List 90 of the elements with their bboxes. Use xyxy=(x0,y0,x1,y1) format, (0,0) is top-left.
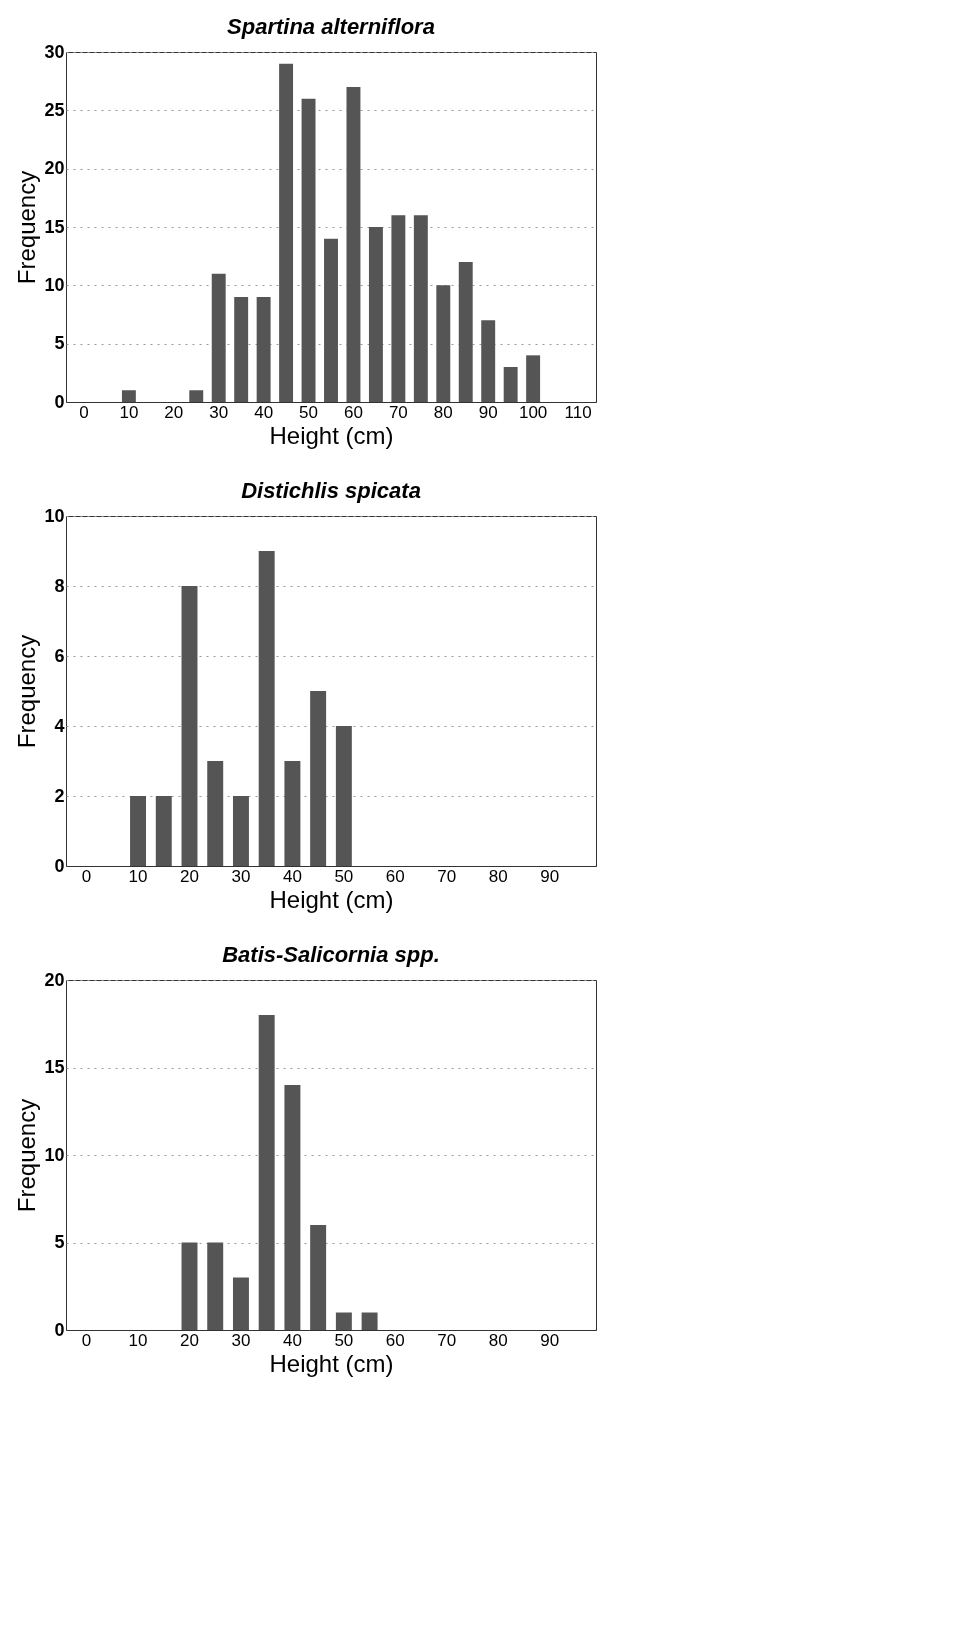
bar xyxy=(181,1242,198,1330)
bar xyxy=(258,551,275,866)
x-tick-label: 30 xyxy=(231,1330,251,1350)
chart-title: Batis-Salicornia spp. xyxy=(222,942,440,967)
bar xyxy=(346,87,361,402)
bar xyxy=(413,215,428,402)
x-tick-label: 110 xyxy=(564,402,592,422)
x-tick-label: 10 xyxy=(128,1330,148,1350)
bar xyxy=(155,796,172,866)
y-tick-label: 8 xyxy=(54,575,65,596)
bar xyxy=(301,98,316,402)
x-tick-label: 50 xyxy=(299,402,318,422)
y-tick-label: 15 xyxy=(44,1057,65,1077)
x-axis-title: Height (cm) xyxy=(269,1349,394,1377)
y-axis-title: Frequency xyxy=(13,634,41,749)
x-tick-label: 50 xyxy=(334,1330,354,1350)
y-tick-label: 6 xyxy=(54,645,65,666)
bar xyxy=(368,227,383,402)
bar xyxy=(284,761,301,866)
bar xyxy=(256,297,271,402)
bar xyxy=(207,761,224,866)
y-tick-label: 25 xyxy=(44,99,65,120)
x-tick-label: 20 xyxy=(180,866,199,886)
bar xyxy=(284,1085,301,1330)
chart-title: Distichlis spicata xyxy=(241,478,421,503)
bar xyxy=(258,1015,275,1330)
y-tick-label: 5 xyxy=(54,1232,65,1252)
x-tick-label: 40 xyxy=(254,402,274,422)
bar xyxy=(232,796,249,866)
y-tick-label: 10 xyxy=(44,1144,65,1165)
bar xyxy=(232,1277,249,1330)
x-tick-label: 30 xyxy=(209,402,229,422)
y-axis-title: Frequency xyxy=(13,170,41,285)
y-tick-label: 10 xyxy=(44,505,65,526)
x-tick-label: 20 xyxy=(164,402,184,422)
bar xyxy=(234,297,249,402)
x-tick-label: 0 xyxy=(81,1330,92,1350)
x-tick-label: 80 xyxy=(433,402,453,422)
x-tick-label: 60 xyxy=(385,1330,405,1350)
bar xyxy=(310,691,327,866)
bar xyxy=(207,1242,224,1330)
x-tick-label: 0 xyxy=(79,402,89,422)
x-tick-label: 90 xyxy=(540,866,560,886)
y-tick-label: 4 xyxy=(54,715,65,736)
bar xyxy=(436,285,451,402)
x-tick-label: 70 xyxy=(388,402,408,422)
bar xyxy=(279,63,294,402)
x-tick-label: 10 xyxy=(128,866,148,886)
x-tick-label: 60 xyxy=(385,866,405,886)
y-tick-label: 15 xyxy=(44,216,65,237)
x-tick-label: 70 xyxy=(437,1330,457,1350)
x-tick-label: 80 xyxy=(488,866,508,886)
y-tick-label: 2 xyxy=(54,785,65,806)
x-tick-label: 90 xyxy=(478,402,498,422)
bar xyxy=(526,355,541,402)
y-tick-label: 20 xyxy=(44,158,65,179)
x-tick-label: 90 xyxy=(540,1330,560,1350)
bar xyxy=(130,796,147,866)
bar xyxy=(361,1312,378,1330)
x-tick-label: 50 xyxy=(334,866,354,886)
x-tick-label: 40 xyxy=(282,1330,302,1350)
bar xyxy=(211,273,226,402)
y-axis-title: Frequency xyxy=(13,1098,41,1213)
bar xyxy=(189,390,204,402)
x-tick-label: 70 xyxy=(437,866,457,886)
bar xyxy=(481,320,496,402)
bar xyxy=(181,586,198,866)
bar xyxy=(503,367,518,402)
bar xyxy=(324,238,338,402)
y-tick-label: 10 xyxy=(44,274,65,295)
bar xyxy=(335,726,352,866)
x-tick-label: 80 xyxy=(488,1330,508,1350)
chart-title: Spartina alterniflora xyxy=(227,14,435,39)
y-tick-label: 30 xyxy=(44,41,65,62)
x-tick-label: 10 xyxy=(119,402,139,422)
y-tick-label: 20 xyxy=(44,969,65,990)
bar xyxy=(121,390,136,402)
bar xyxy=(391,215,406,402)
bar xyxy=(310,1225,327,1330)
x-axis-title: Height (cm) xyxy=(269,421,394,449)
x-tick-label: 100 xyxy=(518,402,548,422)
x-tick-label: 40 xyxy=(282,866,302,886)
bar xyxy=(458,262,473,402)
x-tick-label: 20 xyxy=(180,1330,199,1350)
x-tick-label: 0 xyxy=(81,866,92,886)
x-tick-label: 60 xyxy=(344,402,363,422)
x-axis-title: Height (cm) xyxy=(269,885,394,913)
y-tick-label: 5 xyxy=(54,333,65,354)
x-tick-label: 30 xyxy=(231,866,251,886)
bar xyxy=(335,1312,352,1330)
